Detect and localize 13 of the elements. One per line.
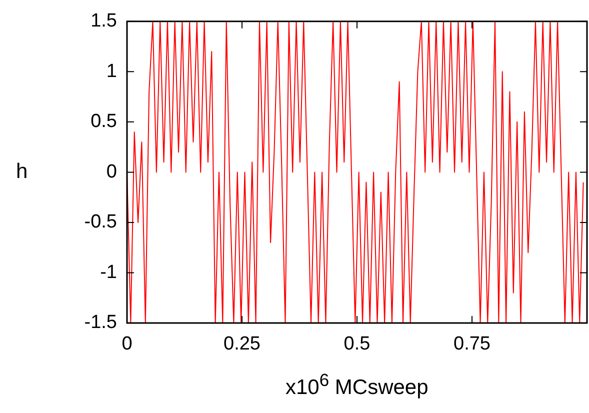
y-tick-label: -1 [100,262,117,283]
x-axis-title: x10$^{6}$ MCsweep [286,370,428,400]
y-tick-label: -0.5 [84,212,117,233]
x-tick-label: 0.25 [224,334,260,355]
y-tick-label: 0 [106,161,117,182]
y-tick-label: 1.5 [90,10,117,32]
x-tick-label: 0 [122,334,132,355]
y-tick-label: 1 [106,60,117,82]
x-tick-label: 0.75 [454,334,490,355]
y-tick-label: 0.5 [90,111,117,132]
y-tick-label: -1.5 [84,312,117,334]
y-axis-title: h [16,160,28,184]
x-tick-label: 0.5 [344,334,370,355]
